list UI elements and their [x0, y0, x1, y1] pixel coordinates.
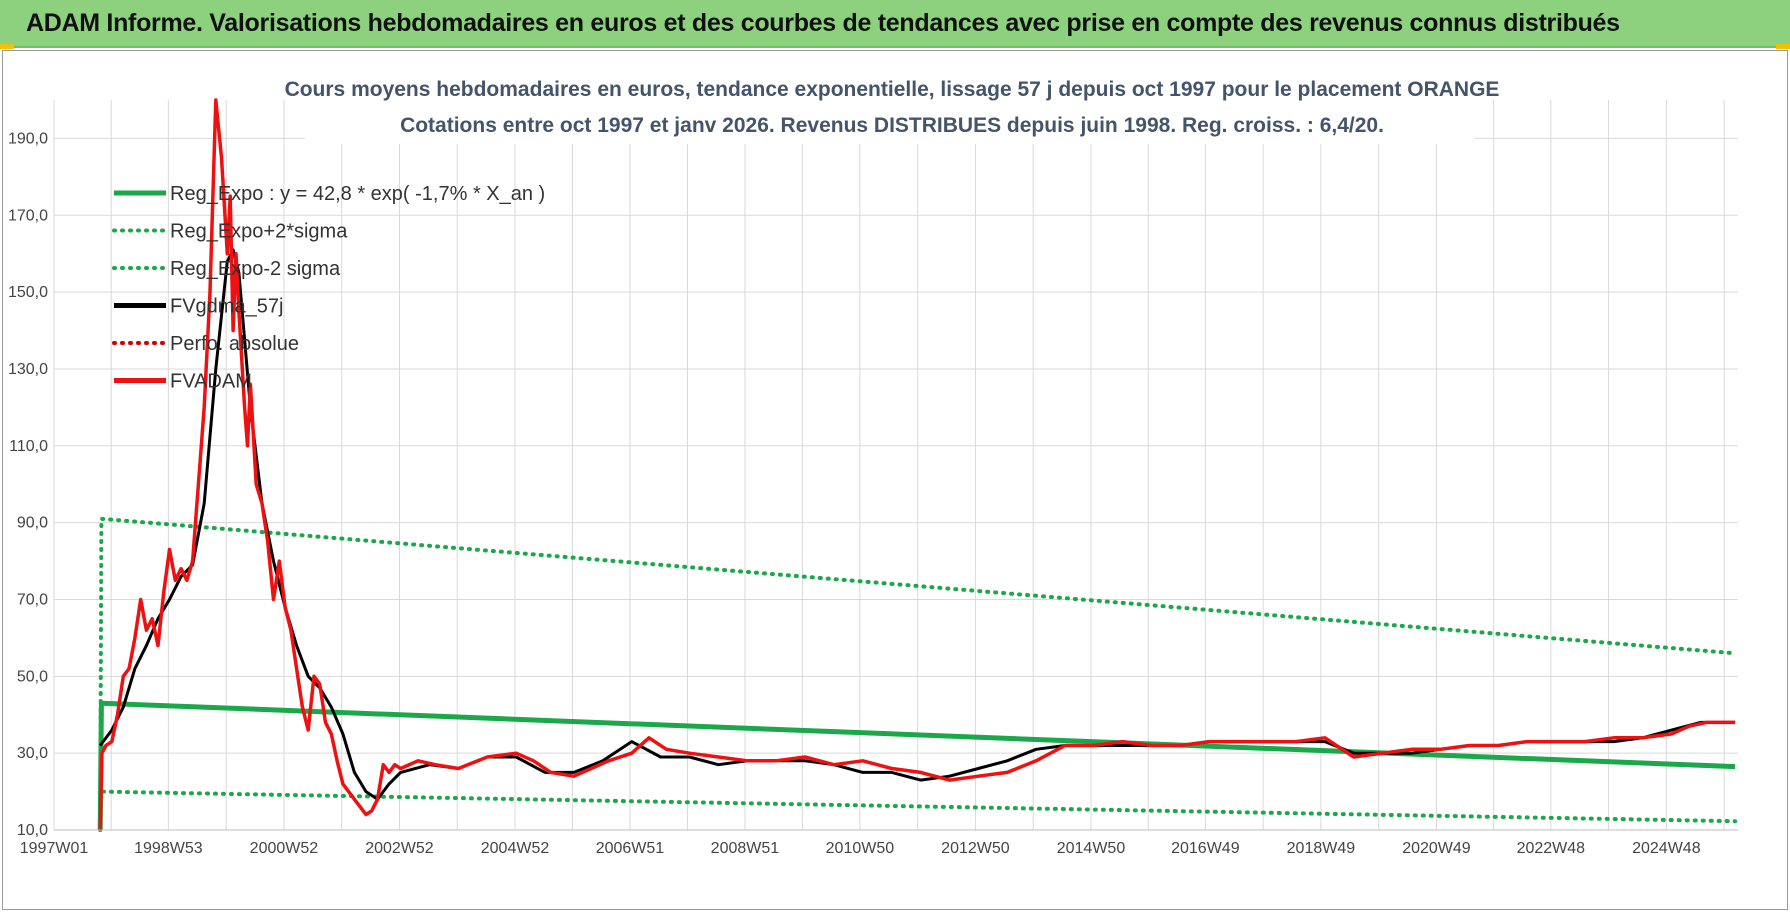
x-tick-label: 2004W52: [481, 840, 550, 857]
legend-label: Reg_Expo+2*sigma: [170, 221, 348, 243]
x-tick-label: 2002W52: [365, 840, 434, 857]
axis-layer: 10,0 30,0 50,0 70,0 90,0 110,0 130,0 150,0 170,0…: [8, 130, 1738, 857]
banner-corner-right: [1776, 44, 1790, 49]
x-tick-label: 2000W52: [250, 840, 319, 857]
x-tick-label: 2022W48: [1517, 840, 1586, 857]
x-tick-label: 2014W50: [1057, 840, 1126, 857]
x-tick-label: 1998W53: [134, 840, 203, 857]
report-title: ADAM Informe. Valorisations hebdomadaire…: [26, 8, 1620, 37]
y-tick-label: 50,0: [17, 668, 48, 685]
y-tick-label: 190,0: [8, 130, 48, 147]
x-tick-label: 1997W01: [20, 840, 89, 857]
y-tick-label: 110,0: [9, 438, 48, 455]
x-tick-label: 2012W50: [941, 840, 1010, 857]
x-tick-label: 2018W49: [1287, 840, 1356, 857]
y-tick-label: 70,0: [17, 591, 48, 608]
x-tick-label: 2020W49: [1402, 840, 1471, 857]
banner-corner-left: [0, 44, 14, 49]
y-tick-label: 130,0: [8, 361, 48, 378]
legend: Reg_Expo : y = 42,8 * exp( -1,7% * X_an …: [112, 183, 545, 393]
title-box: [305, 70, 1475, 144]
x-tick-label: 2024W48: [1632, 840, 1701, 857]
chart-subtitle: Cotations entre oct 1997 et janv 2026. R…: [400, 114, 1384, 137]
x-tick-label: 2008W51: [711, 840, 780, 857]
y-tick-label: 30,0: [17, 745, 48, 762]
series-fvadam: [98, 98, 1736, 831]
legend-label: FVADAM: [170, 371, 252, 393]
y-tick-label: 170,0: [8, 207, 48, 224]
x-tick-label: 2010W50: [826, 840, 895, 857]
series-layer: [97, 98, 1738, 832]
chart-title: Cours moyens hebdomadaires en euros, ten…: [285, 78, 1500, 101]
report-banner: ADAM Informe. Valorisations hebdomadaire…: [0, 0, 1790, 48]
x-tick-label: 2016W49: [1171, 840, 1240, 857]
legend-label: FVgdma_57j: [170, 296, 283, 318]
chart-frame: [2, 50, 1788, 910]
legend-label: Reg_Expo-2 sigma: [170, 258, 341, 280]
x-tick-label: 2006W51: [596, 840, 665, 857]
y-tick-label: 90,0: [17, 515, 48, 532]
y-tick-label: 150,0: [8, 284, 48, 301]
legend-label: Reg_Expo : y = 42,8 * exp( -1,7% * X_an …: [170, 183, 545, 205]
y-tick-label: 10,0: [17, 822, 48, 839]
legend-label: Perfo. absolue: [170, 333, 299, 355]
